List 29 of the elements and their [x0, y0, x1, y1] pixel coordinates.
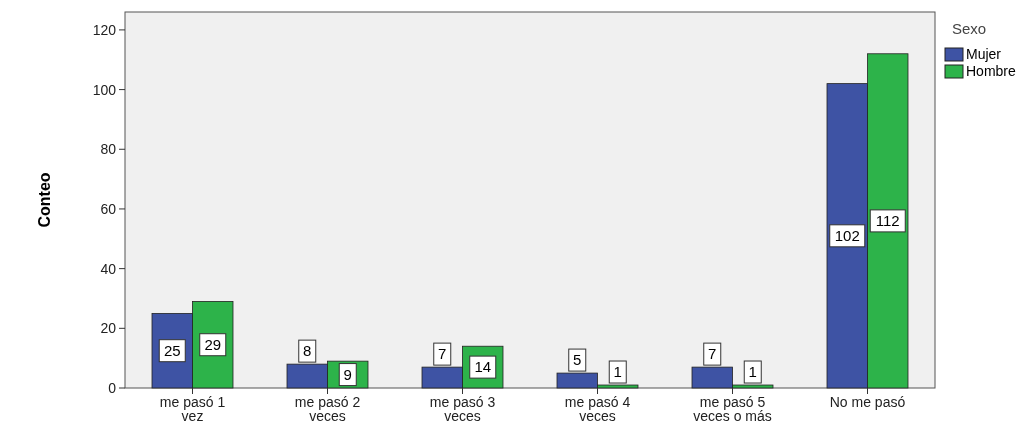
- x-tick-label: me pasó 2 veces: [294, 394, 361, 424]
- data-label: 8: [303, 342, 312, 360]
- y-axis-title: Conteo: [36, 172, 53, 228]
- y-tick-label: 120: [92, 21, 117, 38]
- y-tick-label: 20: [100, 320, 117, 337]
- data-label: 1: [613, 363, 622, 381]
- x-tick-label: me pasó 5 veces o más: [693, 394, 772, 424]
- data-label: 112: [875, 211, 900, 229]
- y-tick-label: 40: [100, 260, 117, 277]
- x-tick-label: me pasó 4 veces: [564, 394, 631, 424]
- data-label: 29: [204, 335, 222, 353]
- data-label: 14: [474, 358, 492, 376]
- legend-title: Sexo: [952, 20, 987, 37]
- y-tick-label: 100: [92, 81, 117, 98]
- data-label: 1: [748, 363, 757, 381]
- y-tick-label: 0: [108, 380, 117, 396]
- x-tick-label: me pasó 3 veces: [429, 394, 496, 424]
- legend-label: Mujer: [966, 46, 1002, 62]
- data-label: 5: [573, 351, 582, 369]
- y-tick-label: 80: [100, 141, 117, 158]
- data-label: 9: [343, 365, 352, 383]
- data-label: 7: [438, 345, 447, 363]
- x-tick-label: me pasó 1 vez: [159, 394, 226, 424]
- x-tick-label: No me pasó: [829, 394, 906, 410]
- data-label: 25: [163, 341, 181, 359]
- y-tick-label: 60: [100, 200, 117, 217]
- data-label: 102: [834, 226, 860, 244]
- legend-label: Hombre: [966, 63, 1017, 79]
- data-label: 7: [708, 345, 717, 363]
